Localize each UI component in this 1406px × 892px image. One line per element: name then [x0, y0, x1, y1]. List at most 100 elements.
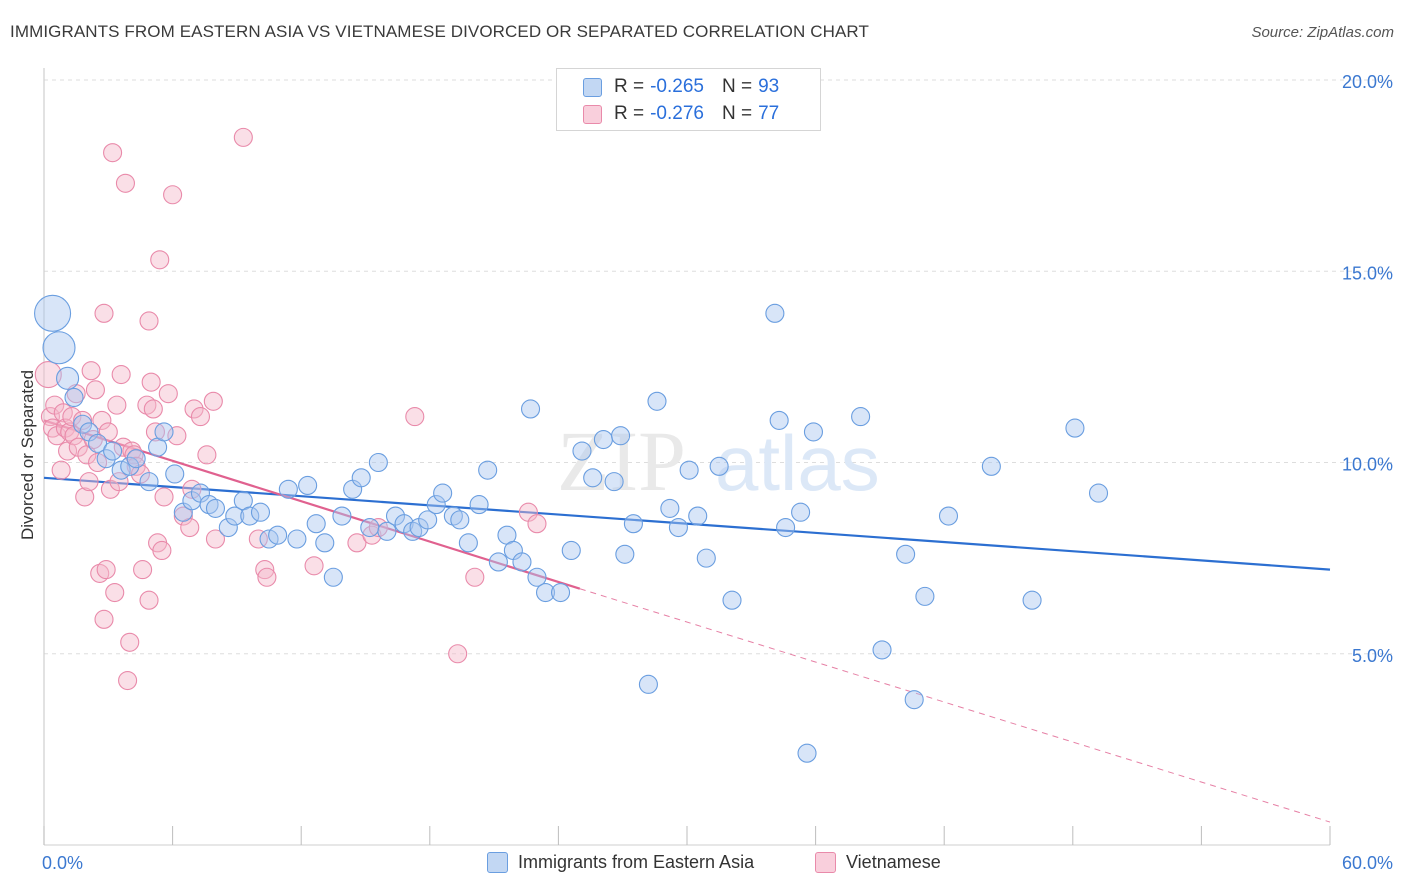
trend-line-vietnamese-extension: [579, 588, 1331, 823]
point-eastern-asia: [64, 387, 84, 408]
point-eastern-asia: [34, 294, 72, 332]
axis-layer: [43, 68, 1331, 846]
stats-legend: R = -0.265 N = 93 R = -0.276 N = 77: [556, 68, 821, 131]
watermark-atlas: atlas: [715, 419, 880, 507]
point-eastern-asia: [332, 506, 352, 526]
point-eastern-asia: [240, 506, 260, 526]
point-vietnamese: [94, 303, 114, 323]
point-eastern-asia: [126, 449, 146, 469]
point-vietnamese: [304, 556, 324, 576]
point-eastern-asia: [709, 456, 729, 476]
point-vietnamese: [133, 560, 153, 580]
point-eastern-asia: [776, 517, 796, 538]
point-vietnamese: [92, 410, 112, 430]
series-swatch-pink: [815, 852, 836, 873]
point-eastern-asia: [469, 495, 489, 515]
point-vietnamese: [154, 487, 174, 507]
point-eastern-asia: [1022, 590, 1042, 610]
point-vietnamese: [62, 407, 82, 427]
point-eastern-asia: [165, 464, 185, 484]
tick-labels: 5.0% 10.0% 15.0% 20.0% 0.0% 60.0%: [42, 72, 1393, 873]
legend-swatch-blue: [583, 77, 602, 97]
series-legend-vietnamese: Vietnamese: [815, 852, 941, 873]
point-eastern-asia: [851, 407, 871, 427]
point-eastern-asia: [315, 533, 335, 553]
point-eastern-asia: [535, 582, 556, 603]
point-eastern-asia: [561, 540, 581, 561]
point-vietnamese: [248, 529, 268, 549]
y-tick-label: 20.0%: [1342, 72, 1393, 92]
point-vietnamese: [105, 582, 125, 603]
point-eastern-asia: [120, 456, 140, 476]
point-eastern-asia: [298, 475, 318, 496]
point-vietnamese: [158, 384, 178, 404]
x-tick-label: 0.0%: [42, 853, 83, 873]
point-vietnamese: [139, 590, 159, 610]
point-eastern-asia: [593, 429, 613, 450]
point-eastern-asia: [433, 483, 453, 503]
legend-n-value: 93: [758, 76, 780, 97]
point-vietnamese: [75, 487, 95, 507]
legend-row-eastern-asia: R = -0.265 N = 93: [583, 75, 779, 99]
point-vietnamese: [40, 407, 60, 427]
series-legend-label: Immigrants from Eastern Asia: [518, 852, 755, 872]
watermark: ZIP atlas: [557, 413, 880, 509]
point-eastern-asia: [56, 366, 80, 390]
point-vietnamese: [118, 670, 138, 691]
point-eastern-asia: [268, 525, 288, 545]
point-eastern-asia: [604, 472, 624, 492]
legend-swatch-pink: [583, 104, 602, 124]
point-eastern-asia: [368, 452, 388, 473]
point-vietnamese: [527, 514, 547, 534]
point-vietnamese: [107, 395, 127, 415]
point-vietnamese: [85, 380, 105, 400]
trend-lines: [43, 419, 1331, 823]
point-eastern-asia: [42, 331, 76, 365]
point-vietnamese: [197, 445, 217, 465]
point-eastern-asia: [688, 506, 708, 526]
point-eastern-asia: [623, 514, 643, 534]
point-eastern-asia: [583, 468, 603, 488]
point-eastern-asia: [323, 567, 343, 587]
point-vietnamese: [103, 143, 123, 163]
point-eastern-asia: [572, 441, 592, 461]
point-vietnamese: [347, 533, 367, 553]
point-vietnamese: [96, 560, 116, 580]
point-eastern-asia: [803, 422, 824, 442]
series-legend: Immigrants from Eastern Asia Vietnamese: [0, 852, 1406, 878]
point-vietnamese: [139, 311, 159, 331]
point-eastern-asia: [550, 582, 571, 603]
point-eastern-asia: [512, 552, 532, 572]
point-eastern-asia: [96, 449, 116, 469]
point-vietnamese: [190, 407, 211, 427]
point-eastern-asia: [520, 399, 541, 419]
point-eastern-asia: [154, 422, 174, 442]
point-eastern-asia: [765, 303, 785, 323]
point-eastern-asia: [205, 498, 226, 518]
point-vietnamese: [34, 360, 62, 389]
point-eastern-asia: [278, 479, 298, 499]
point-vietnamese: [362, 525, 382, 545]
y-tick-label: 10.0%: [1342, 455, 1393, 475]
point-eastern-asia: [981, 456, 1001, 476]
point-eastern-asia: [668, 517, 688, 538]
point-vietnamese: [150, 250, 170, 270]
series-swatch-blue: [487, 852, 508, 873]
point-vietnamese: [152, 540, 172, 561]
point-eastern-asia: [139, 472, 159, 492]
y-axis-label: Divorced or Separated: [18, 369, 37, 541]
point-eastern-asia: [660, 498, 680, 518]
point-eastern-asia: [73, 414, 93, 434]
point-eastern-asia: [488, 552, 508, 572]
point-eastern-asia: [696, 548, 716, 568]
point-eastern-asia: [218, 517, 238, 538]
point-eastern-asia: [679, 460, 699, 480]
point-eastern-asia: [351, 468, 371, 488]
point-eastern-asia: [896, 544, 916, 564]
point-eastern-asia: [915, 586, 935, 606]
point-vietnamese: [51, 460, 71, 480]
point-eastern-asia: [872, 640, 892, 660]
point-vietnamese: [203, 391, 223, 411]
legend-r-value: -0.276: [650, 103, 704, 124]
legend-r-label: R =: [614, 76, 645, 97]
